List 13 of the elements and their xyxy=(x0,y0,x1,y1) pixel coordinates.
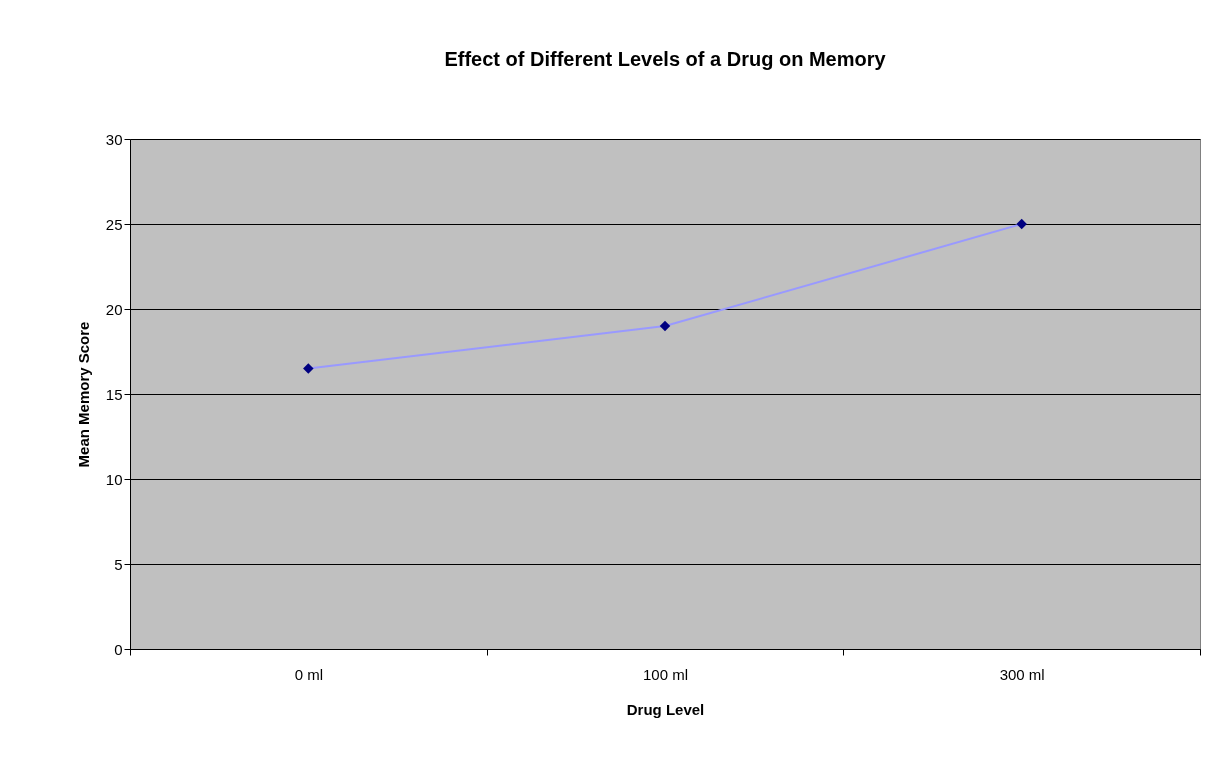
y-tick-label: 20 xyxy=(105,300,123,318)
chart-title: Effect of Different Levels of a Drug on Memory xyxy=(444,48,887,70)
x-tick-label: 0 ml xyxy=(294,665,324,683)
x-tick-label: 100 ml xyxy=(642,665,689,683)
y-tick-label: 15 xyxy=(105,385,123,403)
x-tick-label: 300 ml xyxy=(999,665,1045,683)
y-axis-title: Mean Memory Score xyxy=(74,321,92,468)
x-axis-title: Drug Level xyxy=(626,700,705,718)
y-tick-label: 10 xyxy=(105,470,123,488)
y-tick-label: 0 xyxy=(114,640,123,658)
y-tick-label: 5 xyxy=(114,555,123,573)
y-tick-label: 25 xyxy=(105,215,123,233)
y-tick-label: 30 xyxy=(105,130,123,148)
